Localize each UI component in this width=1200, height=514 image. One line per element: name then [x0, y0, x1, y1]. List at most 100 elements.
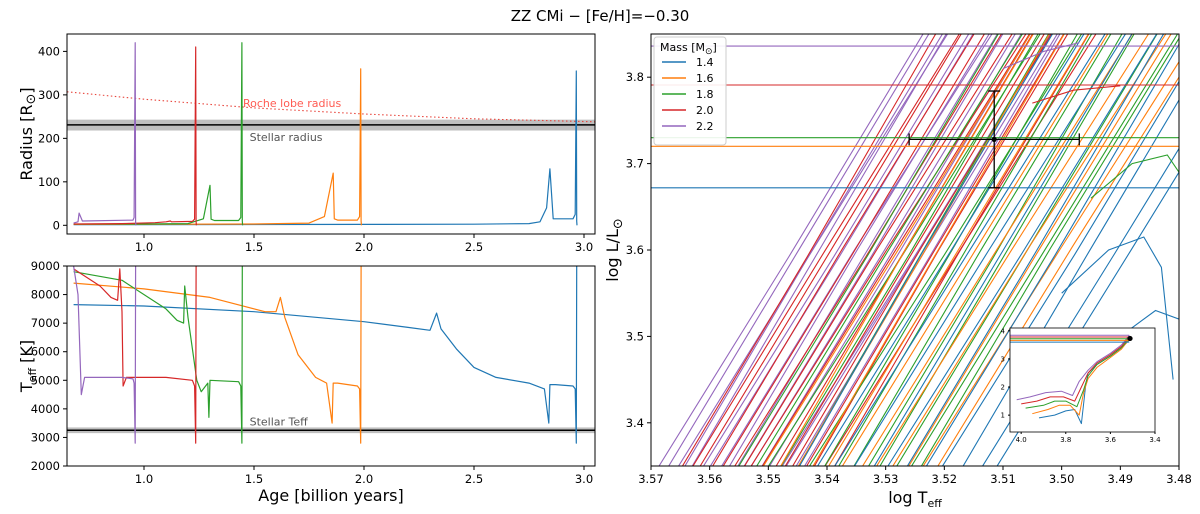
radius-plot-frame: [66, 33, 596, 235]
radius-x-tick-label: 1.0: [135, 240, 153, 254]
hr-rgb-track-1.6: [812, 34, 1065, 466]
roche-lobe-line: [66, 91, 596, 123]
hr-loop-1.8: [1090, 154, 1179, 199]
teff-y-tick-label: 3000: [31, 430, 60, 444]
hr-rgb-track-1.6: [876, 34, 1150, 466]
hr-rgb-track-1.6: [908, 34, 1172, 466]
hr-rgb-track-2.0: [775, 34, 1034, 466]
hr-rgb-track-1.4: [941, 80, 1179, 466]
hr-rgb-track-1.6: [828, 34, 1089, 466]
teff-track-1.6: [73, 265, 362, 444]
teff-track-1.8: [73, 265, 243, 444]
hr-rgb-track-2.0: [761, 34, 1031, 466]
radius-x-tick-label: 2.0: [355, 240, 373, 254]
stellar-teff-label: Stellar Teff: [250, 415, 309, 428]
age-x-axis-label: Age [billion years]: [258, 486, 404, 505]
hr-rgb-track-2.2: [684, 34, 944, 466]
inset-track-1.6: [1032, 338, 1130, 416]
teff-y-tick-label: 9000: [31, 259, 60, 273]
hr-rgb-track-1.8: [853, 34, 1112, 466]
radius-y-axis-label: Radius [R⊙]: [17, 87, 39, 180]
teff-panel: Stellar Teff 1.0 1.5 2.0 2.5 3.0 2000 3000 4000…: [17, 259, 596, 505]
teff-x-tick-label: 2.5: [465, 472, 483, 486]
hr-rgb-track-1.8: [756, 34, 1024, 466]
hr-y-tick-label: 3.6: [626, 243, 644, 257]
hr-x-axis-label: log Teff: [888, 488, 942, 510]
inset-track-2.0: [1021, 336, 1130, 405]
hr-y-tick-label: 3.7: [626, 157, 644, 171]
teff-y-tick-label: 2000: [31, 459, 60, 473]
inset-track-2.2: [1016, 334, 1130, 401]
hr-rgb-track-1.6: [861, 34, 1133, 466]
hr-panel: 3.57 3.56 3.55 3.54 3.53 3.52 3.51 3.50 3.49 3.48…: [603, 33, 1192, 510]
hr-rgb-track-1.8: [738, 34, 999, 466]
hr-rgb-track-1.4: [887, 34, 1158, 466]
hr-rgb-track-2.2: [743, 34, 1004, 466]
hr-y-tick-label: 3.4: [626, 416, 644, 430]
radius-y-tick-label: 100: [38, 175, 60, 189]
hr-rgb-track-1.8: [838, 34, 1093, 466]
inset-x-tick-label: 3.6: [1105, 436, 1117, 444]
teff-y-tick-label: 8000: [31, 288, 60, 302]
hr-rgb-track-2.2: [737, 34, 998, 466]
legend-title: Mass [M⊙]: [660, 41, 717, 57]
hr-x-tick-label: 3.51: [990, 472, 1016, 486]
radius-y-tick-label: 0: [53, 218, 60, 232]
radius-x-tick-label: 2.5: [465, 240, 483, 254]
hr-rgb-track-2.2: [691, 34, 947, 466]
hr-rgb-track-1.8: [910, 34, 1179, 466]
hr-rgb-track-1.8: [920, 37, 1179, 466]
hr-rgb-track-1.6: [780, 34, 1034, 466]
teff-x-tick-label: 1.0: [135, 472, 153, 486]
radius-track-1.8: [73, 42, 244, 226]
hr-rgb-track-1.8: [780, 34, 1039, 466]
hr-rgb-track-2.0: [750, 34, 1027, 466]
hr-y-axis-label: log L/L⊙: [603, 218, 626, 282]
hr-rgb-track-1.4: [853, 34, 1127, 466]
mass-legend: Mass [M⊙] 1.4 1.6 1.8 2.0 2.2: [653, 36, 727, 146]
hr-rgb-track-2.0: [834, 34, 1090, 466]
radius-y-tick-label: 400: [38, 44, 60, 58]
radius-track-1.6: [73, 68, 362, 226]
inset-x-tick-label: 3.4: [1149, 436, 1161, 444]
hr-x-tick-label: 3.52: [932, 472, 958, 486]
radius-track-2.2: [73, 42, 137, 226]
hr-rgb-track-2.0: [784, 34, 1045, 466]
hr-rgb-track-2.2: [702, 34, 970, 466]
hr-rgb-track-2.2: [668, 34, 930, 466]
radius-y-tick-label: 300: [38, 88, 60, 102]
radius-x-tick-label: 1.5: [245, 240, 263, 254]
hr-x-tick-label: 3.49: [1108, 472, 1134, 486]
hr-x-tick-label: 3.57: [638, 472, 664, 486]
star-marker: [991, 136, 997, 143]
teff-x-tick-label: 1.5: [245, 472, 263, 486]
hr-rgb-track-1.4: [798, 34, 1054, 466]
hr-rgb-track-2.0: [734, 34, 1003, 466]
teff-track-2.2: [73, 265, 137, 444]
teff-x-tick-label: 2.0: [355, 472, 373, 486]
teff-y-axis-label: Teff [K]: [17, 340, 39, 393]
inset-frame: [1009, 327, 1156, 433]
legend-box: [653, 36, 727, 146]
inset-hr-panel: 4.0 3.8 3.6 3.4 1 2 3 4: [1001, 327, 1162, 444]
hr-rgb-track-1.6: [841, 34, 1109, 466]
hr-rgb-track-1.6: [937, 76, 1179, 466]
inset-x-tick-label: 4.0: [1016, 436, 1027, 444]
radius-x-tick-label: 3.0: [575, 240, 593, 254]
hr-x-tick-label: 3.50: [1049, 472, 1075, 486]
inset-x-tick-label: 3.8: [1060, 436, 1071, 444]
teff-y-tick-label: 6000: [31, 345, 60, 359]
figure-title: ZZ CMi − [Fe/H]=−0.30: [511, 7, 690, 25]
inset-y-tick-label: 3: [1001, 355, 1005, 363]
hr-rgb-track-2.2: [658, 34, 924, 466]
inset-y-tick-label: 1: [1001, 412, 1005, 420]
stellar-radius-label: Stellar radius: [250, 131, 323, 144]
teff-y-tick-label: 4000: [31, 402, 60, 416]
teff-track-2.0: [73, 265, 197, 444]
hr-rgb-track-2.0: [699, 34, 962, 466]
inset-y-tick-label: 2: [1001, 384, 1005, 392]
hr-rgb-track-2.2: [768, 34, 1031, 466]
legend-label-1.6: 1.6: [696, 72, 714, 85]
radius-track-2.0: [73, 46, 197, 226]
